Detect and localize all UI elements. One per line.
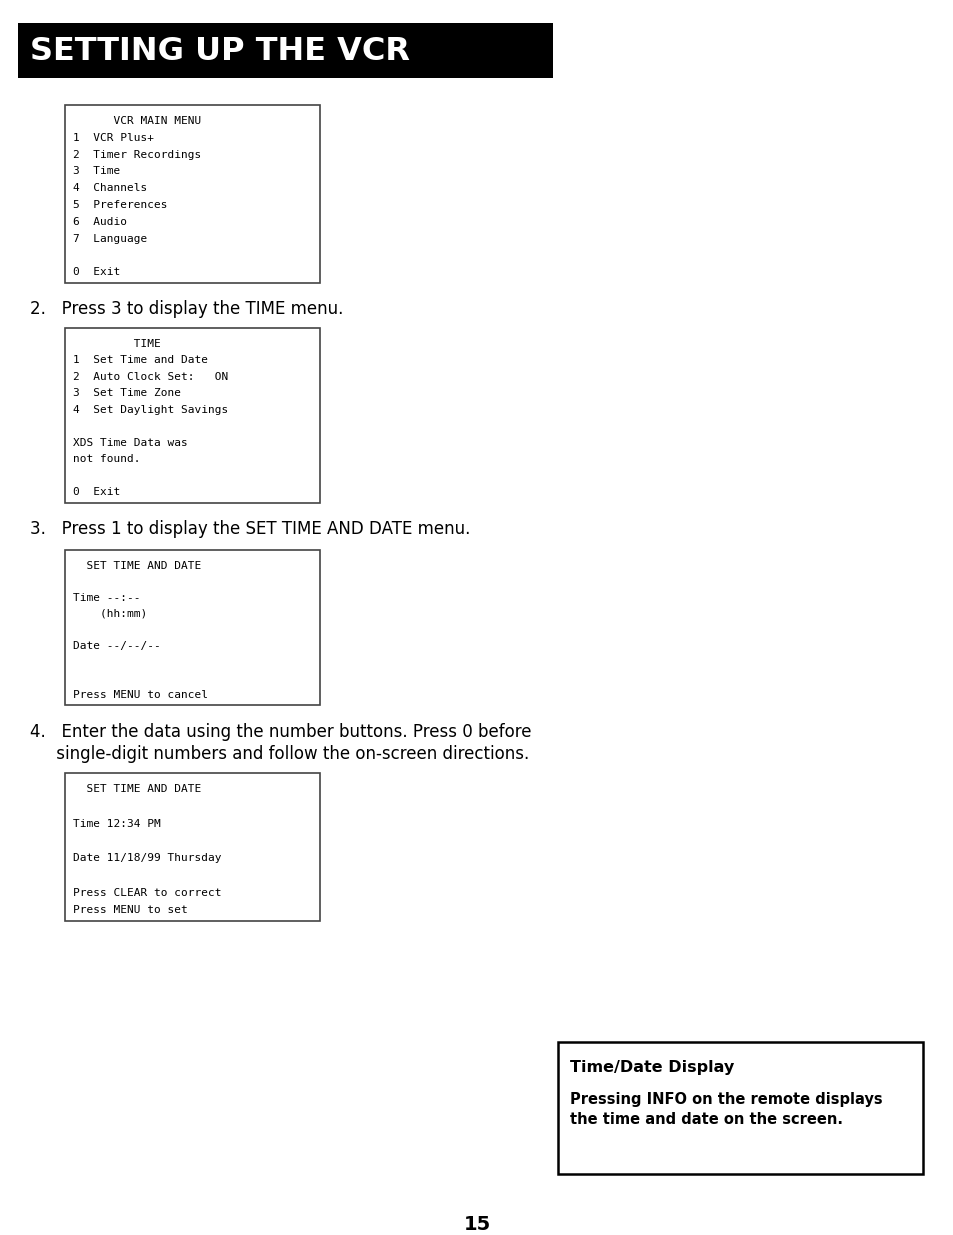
Text: 0  Exit: 0 Exit [73,267,120,278]
Text: Press MENU to cancel: Press MENU to cancel [73,689,208,699]
Text: 2  Timer Recordings: 2 Timer Recordings [73,149,201,159]
Text: 6  Audio: 6 Audio [73,217,127,227]
Text: 3  Time: 3 Time [73,167,120,177]
Text: 7  Language: 7 Language [73,233,147,243]
Text: XDS Time Data was: XDS Time Data was [73,438,188,448]
Bar [65,329,319,503]
Bar [65,773,319,921]
Text: VCR MAIN MENU: VCR MAIN MENU [73,116,201,126]
Text: 0  Exit: 0 Exit [73,488,120,498]
Text: 3.   Press 1 to display the SET TIME AND DATE menu.: 3. Press 1 to display the SET TIME AND D… [30,520,470,538]
Bar [65,550,319,705]
Text: Pressing INFO on the remote displays
the time and date on the screen.: Pressing INFO on the remote displays the… [569,1092,882,1126]
Text: Press MENU to set: Press MENU to set [73,905,188,915]
Text: 15: 15 [463,1215,490,1234]
Text: Time/Date Display: Time/Date Display [569,1060,734,1074]
Text: Time 12:34 PM: Time 12:34 PM [73,819,161,829]
Text: Time --:--: Time --:-- [73,593,140,603]
Text: 3  Set Time Zone: 3 Set Time Zone [73,388,181,399]
Text: TIME: TIME [73,338,161,350]
Text: (hh:mm): (hh:mm) [73,609,147,619]
Text: SET TIME AND DATE: SET TIME AND DATE [73,784,201,794]
Text: 4  Set Daylight Savings: 4 Set Daylight Savings [73,405,228,415]
Text: 1  VCR Plus+: 1 VCR Plus+ [73,133,153,143]
Text: Press CLEAR to correct: Press CLEAR to correct [73,888,221,898]
Bar [65,105,319,283]
Text: 2.   Press 3 to display the TIME menu.: 2. Press 3 to display the TIME menu. [30,300,343,317]
Text: SET TIME AND DATE: SET TIME AND DATE [73,561,201,571]
Text: 4  Channels: 4 Channels [73,183,147,194]
Bar [18,23,553,78]
Text: 1  Set Time and Date: 1 Set Time and Date [73,356,208,366]
Text: Date --/--/--: Date --/--/-- [73,641,161,651]
Text: Date 11/18/99 Thursday: Date 11/18/99 Thursday [73,853,221,863]
Text: 5  Preferences: 5 Preferences [73,200,168,210]
Text: single-digit numbers and follow the on-screen directions.: single-digit numbers and follow the on-s… [30,745,529,763]
Bar [558,1042,923,1174]
Text: not found.: not found. [73,454,140,464]
Text: SETTING UP THE VCR: SETTING UP THE VCR [30,36,410,67]
Text: 2  Auto Clock Set:   ON: 2 Auto Clock Set: ON [73,372,228,382]
Text: 4.   Enter the data using the number buttons. Press 0 before: 4. Enter the data using the number butto… [30,722,531,741]
